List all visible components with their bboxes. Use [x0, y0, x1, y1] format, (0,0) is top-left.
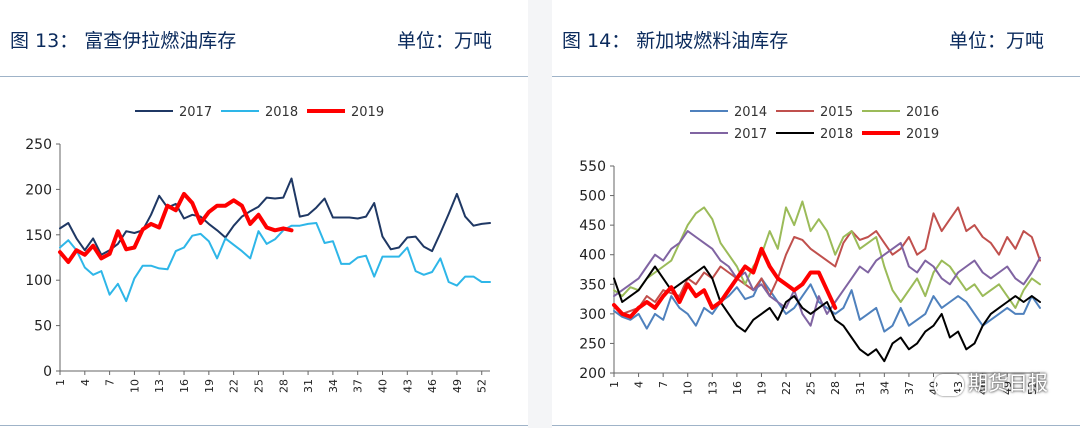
y-tick-label: 50 — [34, 319, 52, 335]
legend-label: 2018 — [265, 105, 298, 120]
x-tick-label: 1 — [608, 381, 621, 388]
y-tick-label: 100 — [25, 273, 52, 289]
series-line-2018 — [59, 222, 491, 303]
series-line-2017 — [613, 230, 1041, 327]
y-tick-label: 450 — [579, 218, 606, 234]
watermark-text: 期货日报 — [968, 371, 1048, 395]
x-tick-label: 19 — [755, 381, 768, 395]
x-tick-label: 31 — [854, 381, 867, 395]
legend-label: 2015 — [820, 105, 853, 120]
x-tick-label: 46 — [977, 381, 990, 395]
x-tick-label: 25 — [805, 381, 818, 395]
legend-label: 2016 — [906, 105, 939, 120]
x-tick-label: 49 — [451, 379, 464, 393]
y-tick-label: 550 — [579, 159, 606, 175]
legend-label: 2018 — [820, 127, 853, 142]
panel-singapore: 图 14： 新加坡燃料油库存 单位：万吨 2014 2015 2016 2017 201… — [552, 0, 1080, 428]
x-tick-label: 52 — [1026, 381, 1039, 395]
x-tick-label: 49 — [1001, 381, 1014, 395]
panel-fujairah: 图 13： 富查伊拉燃油库存 单位：万吨 2017 2018 2019 0 50 100 1… — [0, 0, 528, 428]
figure-header: 图 14： 新加坡燃料油库存 单位：万吨 — [552, 0, 1080, 77]
series-line-2018 — [613, 265, 1041, 363]
divider — [552, 425, 1080, 426]
legend-label: 2017 — [179, 105, 212, 120]
legend-label: 2017 — [734, 127, 767, 142]
figure-title: 图 13： 富查伊拉燃油库存 — [10, 30, 237, 52]
y-tick-label: 150 — [25, 228, 52, 244]
divider — [0, 425, 528, 426]
x-tick-label: 31 — [302, 379, 315, 393]
y-tick-label: 250 — [25, 137, 52, 153]
x-tick-label: 4 — [79, 379, 92, 386]
series-line-2015 — [613, 206, 1041, 315]
x-tick-label: 16 — [178, 379, 191, 393]
x-tick-label: 19 — [203, 379, 216, 393]
x-tick-label: 34 — [878, 381, 891, 395]
y-tick-label: 400 — [579, 248, 606, 264]
x-tick-label: 16 — [731, 381, 744, 395]
unit-label: 单位：万吨 — [396, 30, 492, 52]
x-tick-label: 10 — [682, 381, 695, 395]
series-line-2019 — [58, 191, 294, 264]
y-tick-label: 250 — [579, 336, 606, 352]
x-tick-label: 40 — [377, 379, 390, 393]
y-tick-label: 200 — [579, 366, 606, 382]
x-tick-label: 25 — [252, 379, 265, 393]
x-tick-label: 4 — [633, 381, 646, 388]
x-tick-label: 10 — [128, 379, 141, 393]
x-tick-label: 52 — [476, 379, 489, 393]
singapore-inventory-chart: 2014 2015 2016 2017 2018 2019 200 250 300 350 400 4… — [579, 105, 1041, 395]
x-tick-label: 1 — [54, 379, 67, 386]
x-tick-label: 37 — [903, 381, 916, 395]
x-tick-label: 22 — [228, 379, 241, 393]
x-tick-label: 28 — [829, 381, 842, 395]
x-tick-label: 37 — [352, 379, 365, 393]
x-tick-label: 7 — [657, 381, 670, 388]
series-line-2014 — [613, 277, 1041, 333]
x-tick-label: 7 — [104, 379, 117, 386]
figure-header: 图 13： 富查伊拉燃油库存 单位：万吨 — [0, 0, 528, 77]
series-line-2016 — [613, 200, 1041, 309]
x-tick-label: 28 — [277, 379, 290, 393]
figure-title: 图 14： 新加坡燃料油库存 — [562, 30, 789, 52]
panel-separator — [528, 0, 552, 428]
fujairah-inventory-chart: 2017 2018 2019 0 50 100 150 200 250 1 4 7 10 13 16 19 22… — [25, 105, 491, 393]
y-tick-label: 300 — [579, 307, 606, 323]
x-tick-label: 13 — [153, 379, 166, 393]
y-tick-label: 200 — [25, 182, 52, 198]
x-tick-label: 34 — [327, 379, 340, 393]
x-tick-label: 13 — [706, 381, 719, 395]
y-tick-label: 350 — [579, 277, 606, 293]
y-tick-label: 0 — [43, 364, 52, 380]
x-tick-label: 22 — [780, 381, 793, 395]
x-tick-label: 46 — [426, 379, 439, 393]
x-tick-label: 43 — [401, 379, 414, 393]
legend-label: 2019 — [351, 105, 384, 120]
series-line-2019 — [612, 246, 838, 319]
wechat-icon — [934, 373, 964, 396]
legend-label: 2014 — [734, 105, 767, 120]
y-tick-label: 500 — [579, 189, 606, 205]
legend-label: 2019 — [906, 127, 939, 142]
series-line-2017 — [59, 177, 491, 256]
watermark: 期货日报 — [934, 367, 1048, 396]
unit-label: 单位：万吨 — [948, 30, 1044, 52]
